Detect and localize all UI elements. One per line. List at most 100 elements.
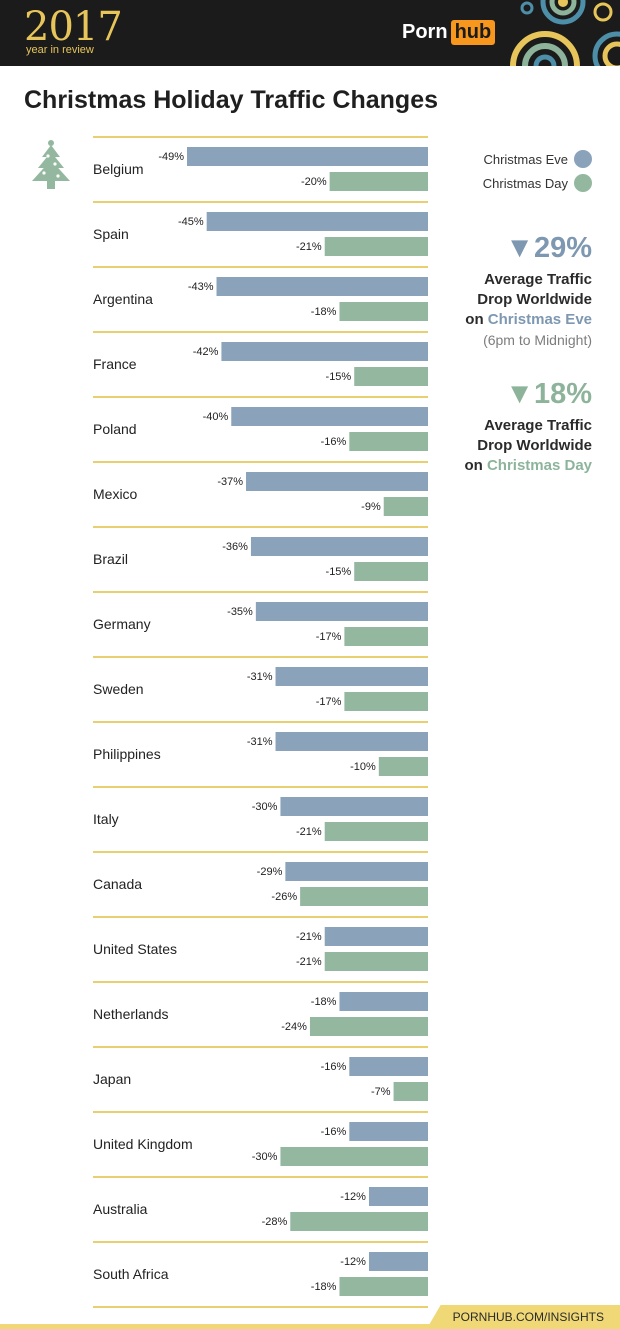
- down-triangle-icon: ▼: [505, 378, 534, 410]
- eve-value-label: -42%: [193, 346, 219, 358]
- day-value-label: -15%: [326, 566, 352, 578]
- day-bar: [329, 172, 428, 191]
- eve-stat-note: (6pm to Midnight): [483, 332, 592, 348]
- day-bar: [324, 952, 428, 971]
- top-banner: 2017 year in review Porn hub: [0, 0, 620, 66]
- eve-bar: [216, 277, 428, 296]
- eve-bar: [339, 992, 428, 1011]
- legend-swatch-eve: [574, 150, 592, 168]
- day-bar: [344, 627, 428, 646]
- eve-value-label: -31%: [247, 736, 273, 748]
- country-label: Spain: [93, 226, 129, 242]
- day-value-label: -20%: [301, 176, 327, 188]
- country-label: Germany: [93, 616, 151, 632]
- eve-holiday-name: Christmas Eve: [487, 311, 592, 328]
- day-stat-line1: Average Traffic: [484, 417, 592, 434]
- eve-bar: [368, 1252, 428, 1271]
- decorative-circles-icon: [510, 0, 620, 66]
- eve-bar: [255, 602, 428, 621]
- day-value-label: -24%: [281, 1021, 307, 1033]
- day-bar: [300, 887, 428, 906]
- day-value-label: -7%: [371, 1086, 391, 1098]
- day-stat-value: ▼18%: [505, 378, 592, 410]
- country-label: Brazil: [93, 551, 128, 567]
- country-label: Argentina: [93, 291, 153, 307]
- brand-logo[interactable]: Porn hub: [402, 18, 496, 46]
- eve-value-label: -40%: [203, 411, 229, 423]
- day-bar: [383, 497, 428, 516]
- country-label: United States: [93, 941, 177, 957]
- eve-value-label: -43%: [188, 281, 214, 293]
- page-title: Christmas Holiday Traffic Changes: [24, 86, 439, 114]
- legend-label-eve: Christmas Eve: [483, 151, 568, 167]
- day-value-label: -21%: [296, 826, 322, 838]
- day-value-label: -21%: [296, 241, 322, 253]
- year-in-review-label: year in review: [26, 44, 94, 56]
- day-bar: [349, 432, 428, 451]
- country-label: Italy: [93, 811, 119, 827]
- eve-bar: [275, 667, 428, 686]
- eve-stat-value: ▼29%: [505, 232, 592, 264]
- bottom-rule: [0, 1324, 620, 1329]
- day-value-label: -16%: [321, 436, 347, 448]
- year-label: 2017: [24, 4, 123, 50]
- day-bar: [290, 1212, 428, 1231]
- country-label: Belgium: [93, 161, 144, 177]
- day-stat-line3: on Christmas Day: [464, 457, 592, 474]
- eve-stat-line1: Average Traffic: [484, 271, 592, 288]
- eve-bar: [206, 212, 428, 231]
- eve-value-label: -49%: [158, 151, 184, 163]
- day-bar: [344, 692, 428, 711]
- eve-bar: [280, 797, 428, 816]
- eve-value-label: -12%: [340, 1256, 366, 1268]
- day-bar: [324, 822, 428, 841]
- eve-value-label: -12%: [340, 1191, 366, 1203]
- logo-text-right: hub: [450, 19, 496, 45]
- legend-item-eve: Christmas Eve: [483, 147, 592, 171]
- eve-value-label: -29%: [257, 866, 283, 878]
- eve-value-label: -45%: [178, 216, 204, 228]
- day-value-label: -21%: [296, 956, 322, 968]
- day-value-label: -9%: [361, 501, 381, 513]
- eve-value-label: -18%: [311, 996, 337, 1008]
- chart-legend: Christmas Eve Christmas Day: [483, 147, 592, 195]
- country-label: France: [93, 356, 137, 372]
- day-value-label: -28%: [262, 1216, 288, 1228]
- day-bar: [324, 237, 428, 256]
- day-bar: [378, 757, 428, 776]
- eve-value-label: -35%: [227, 606, 253, 618]
- eve-bar: [285, 862, 428, 881]
- country-label: Sweden: [93, 681, 144, 697]
- logo-text-left: Porn: [402, 20, 448, 43]
- eve-bar: [349, 1122, 428, 1141]
- day-value-label: -26%: [271, 891, 297, 903]
- eve-stat-line3: on Christmas Eve: [465, 311, 592, 328]
- eve-bar: [187, 147, 428, 166]
- day-stat-block: ▼18% Average Traffic Drop Worldwide on C…: [464, 378, 592, 476]
- christmas-tree-icon: [32, 140, 70, 189]
- country-label: Poland: [93, 421, 137, 437]
- day-value-label: -18%: [311, 306, 337, 318]
- day-value-label: -17%: [316, 631, 342, 643]
- eve-bar: [221, 342, 428, 361]
- eve-value-label: -30%: [252, 801, 278, 813]
- eve-bar: [324, 927, 428, 946]
- day-value-label: -17%: [316, 696, 342, 708]
- eve-value-label: -37%: [217, 476, 243, 488]
- day-value-label: -30%: [252, 1151, 278, 1163]
- eve-bar: [250, 537, 428, 556]
- eve-bar: [231, 407, 428, 426]
- country-label: Canada: [93, 876, 142, 892]
- eve-value-label: -16%: [321, 1061, 347, 1073]
- country-label: Japan: [93, 1071, 131, 1087]
- down-triangle-icon: ▼: [505, 232, 534, 264]
- day-bar: [339, 1277, 428, 1296]
- country-label: South Africa: [93, 1266, 169, 1282]
- eve-stat-line2: Drop Worldwide: [477, 291, 592, 308]
- eve-stat-block: ▼29% Average Traffic Drop Worldwide on C…: [465, 232, 592, 350]
- eve-bar: [368, 1187, 428, 1206]
- day-bar: [339, 302, 428, 321]
- eve-value-label: -36%: [222, 541, 248, 553]
- day-bar: [354, 367, 428, 386]
